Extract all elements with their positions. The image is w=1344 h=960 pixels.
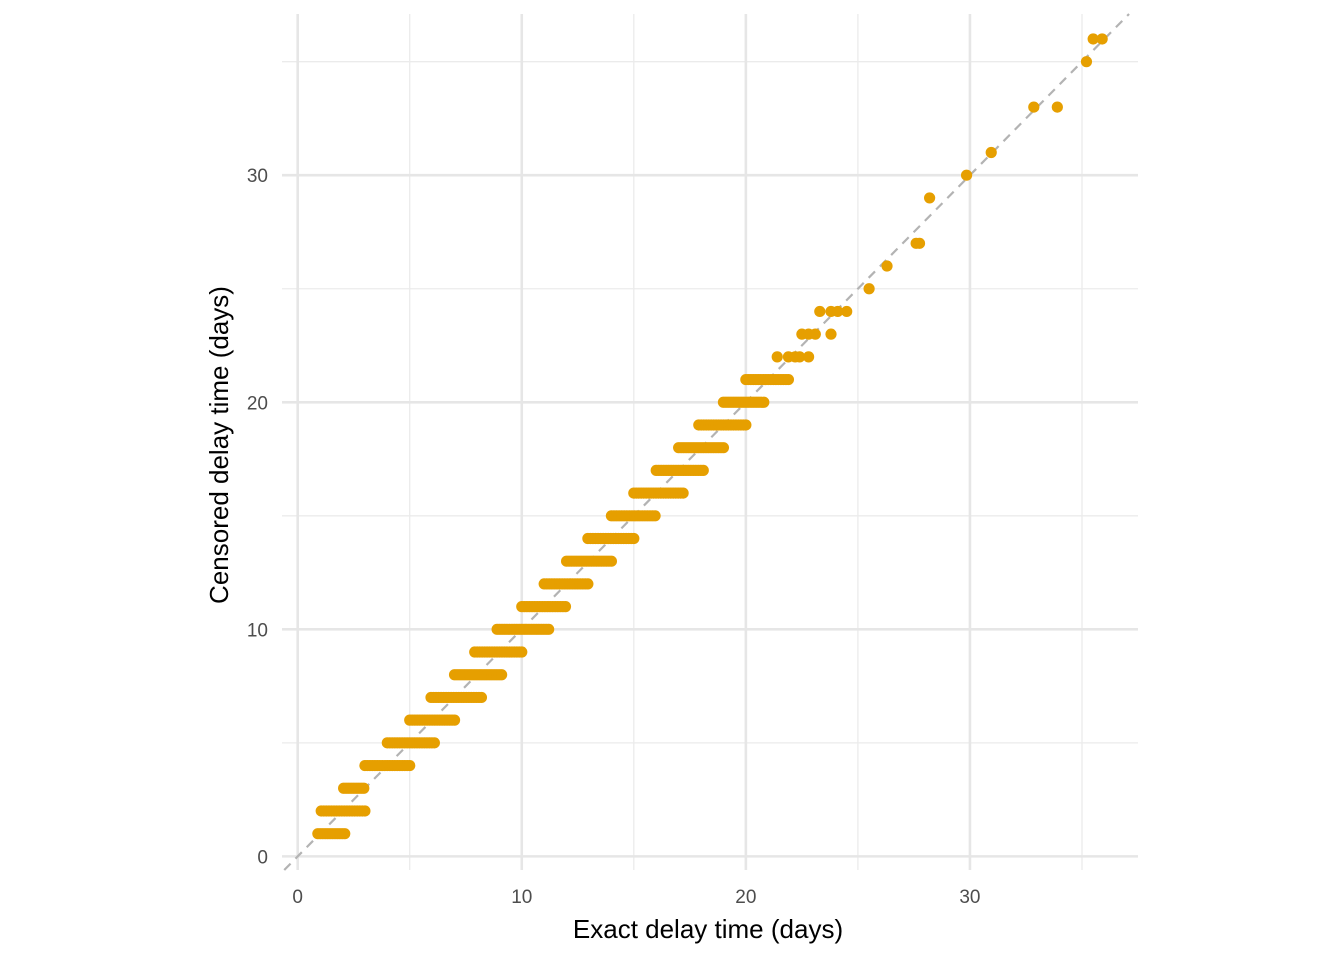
x-tick-label: 30: [959, 887, 980, 908]
y-tick-label: 20: [247, 393, 268, 414]
y-tick-label: 30: [247, 166, 268, 187]
data-point: [448, 714, 461, 726]
data-point: [697, 464, 709, 476]
x-tick-label: 10: [511, 887, 532, 908]
data-point: [832, 305, 844, 318]
data-point: [516, 646, 528, 658]
data-point: [339, 828, 351, 840]
data-point: [358, 782, 370, 794]
data-point: [559, 601, 572, 613]
y-axis-title: Censored delay time (days): [204, 286, 234, 604]
x-tick-label: 20: [735, 887, 756, 908]
data-point: [913, 237, 926, 249]
data-point: [825, 328, 837, 340]
data-point: [1087, 33, 1099, 45]
data-point: [649, 510, 661, 522]
identity-reference-line: [283, 13, 1130, 871]
data-point: [677, 487, 689, 499]
data-point: [809, 328, 821, 340]
x-axis-title: Exact delay time (days): [573, 914, 843, 944]
data-point: [863, 283, 875, 295]
major-gridlines: [282, 14, 1138, 870]
data-point: [1051, 101, 1063, 113]
data-point: [881, 260, 893, 272]
data-point: [717, 442, 730, 454]
data-point: [404, 759, 416, 772]
data-point: [814, 305, 826, 318]
x-axis-tick-labels: 0 10 20 30: [292, 887, 980, 908]
data-point: [924, 192, 936, 204]
data-point: [802, 351, 815, 363]
y-tick-label: 10: [247, 620, 268, 641]
reference-line: [283, 13, 1130, 871]
y-tick-label: 0: [257, 847, 268, 868]
data-point: [782, 373, 795, 386]
data-point: [475, 691, 488, 704]
data-point: [758, 396, 770, 408]
data-point: [428, 737, 440, 749]
data-point: [582, 578, 594, 590]
data-point: [543, 623, 555, 635]
data-point: [1096, 33, 1108, 45]
data-point: [794, 351, 806, 363]
data-points: [312, 33, 1108, 840]
y-axis-tick-labels: 0 10 20 30: [247, 166, 268, 868]
data-point: [960, 169, 973, 181]
data-point: [605, 555, 618, 567]
data-point: [841, 305, 853, 318]
data-point: [628, 532, 640, 545]
data-point: [985, 146, 997, 159]
data-point: [359, 805, 371, 817]
data-point: [496, 669, 508, 681]
data-point: [771, 351, 783, 363]
data-point: [1028, 101, 1040, 113]
data-point: [1080, 56, 1093, 68]
data-point: [740, 419, 752, 431]
x-tick-label: 0: [292, 887, 303, 908]
